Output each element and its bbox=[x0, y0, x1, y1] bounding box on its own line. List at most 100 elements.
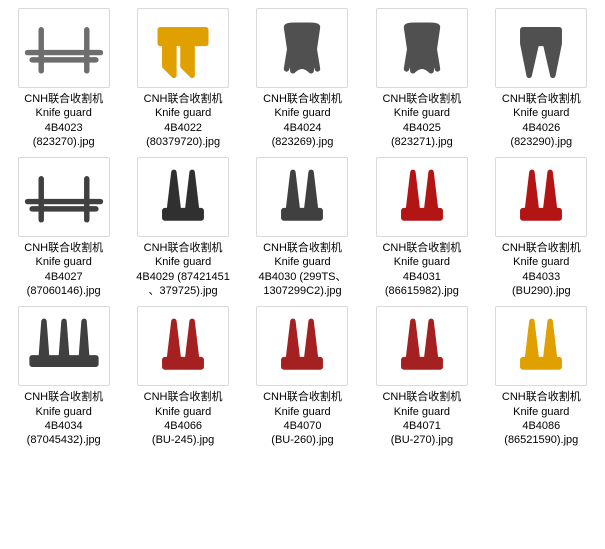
file-caption: CNH联合收割机Knife guard4B4086(86521590).jpg bbox=[486, 390, 596, 447]
caption-line: CNH联合收割机 bbox=[128, 92, 238, 106]
caption-line: 、379725).jpg bbox=[128, 284, 238, 298]
caption-line: Knife guard bbox=[486, 405, 596, 419]
caption-line: CNH联合收割机 bbox=[367, 92, 477, 106]
caption-line: (823269).jpg bbox=[247, 135, 357, 149]
caption-line: 4B4025 bbox=[367, 121, 477, 135]
caption-line: 4B4031 bbox=[367, 270, 477, 284]
caption-line: 4B4033 bbox=[486, 270, 596, 284]
caption-line: (BU290).jpg bbox=[486, 284, 596, 298]
file-tile[interactable]: CNH联合收割机Knife guard4B4031(86615982).jpg bbox=[364, 155, 479, 300]
file-caption: CNH联合收割机Knife guard4B4024(823269).jpg bbox=[247, 92, 357, 149]
file-tile[interactable]: CNH联合收割机Knife guard4B4024(823269).jpg bbox=[245, 6, 360, 151]
knife-guard-icon bbox=[137, 157, 229, 237]
caption-line: 4B4034 bbox=[9, 419, 119, 433]
file-tile[interactable]: CNH联合收割机Knife guard4B4022(80379720).jpg bbox=[125, 6, 240, 151]
caption-line: (87060146).jpg bbox=[9, 284, 119, 298]
knife-guard-icon bbox=[376, 157, 468, 237]
caption-line: Knife guard bbox=[367, 106, 477, 120]
caption-line: CNH联合收割机 bbox=[9, 241, 119, 255]
thumbnail-grid: CNH联合收割机Knife guard4B4023(823270).jpgCNH… bbox=[0, 0, 605, 456]
caption-line: 1307299C2).jpg bbox=[247, 284, 357, 298]
file-tile[interactable]: CNH联合收割机Knife guard4B4086(86521590).jpg bbox=[484, 304, 599, 449]
caption-line: Knife guard bbox=[128, 255, 238, 269]
caption-line: 4B4070 bbox=[247, 419, 357, 433]
knife-guard-icon bbox=[376, 306, 468, 386]
file-tile[interactable]: CNH联合收割机Knife guard4B4023(823270).jpg bbox=[6, 6, 121, 151]
caption-line: CNH联合收割机 bbox=[247, 241, 357, 255]
file-tile[interactable]: CNH联合收割机Knife guard4B4034(87045432).jpg bbox=[6, 304, 121, 449]
caption-line: 4B4071 bbox=[367, 419, 477, 433]
caption-line: CNH联合收割机 bbox=[247, 390, 357, 404]
caption-line: CNH联合收割机 bbox=[128, 241, 238, 255]
caption-line: Knife guard bbox=[247, 255, 357, 269]
caption-line: (BU-260).jpg bbox=[247, 433, 357, 447]
knife-guard-icon bbox=[495, 306, 587, 386]
caption-line: (823271).jpg bbox=[367, 135, 477, 149]
file-tile[interactable]: CNH联合收割机Knife guard4B4027(87060146).jpg bbox=[6, 155, 121, 300]
caption-line: CNH联合收割机 bbox=[9, 92, 119, 106]
caption-line: 4B4022 bbox=[128, 121, 238, 135]
caption-line: Knife guard bbox=[247, 106, 357, 120]
file-caption: CNH联合收割机Knife guard4B4025(823271).jpg bbox=[367, 92, 477, 149]
caption-line: (823290).jpg bbox=[486, 135, 596, 149]
caption-line: CNH联合收割机 bbox=[486, 241, 596, 255]
file-tile[interactable]: CNH联合收割机Knife guard4B4030 (299TS、1307299… bbox=[245, 155, 360, 300]
caption-line: (80379720).jpg bbox=[128, 135, 238, 149]
caption-line: Knife guard bbox=[9, 405, 119, 419]
file-tile[interactable]: CNH联合收割机Knife guard4B4033(BU290).jpg bbox=[484, 155, 599, 300]
file-caption: CNH联合收割机Knife guard4B4071(BU-270).jpg bbox=[367, 390, 477, 447]
caption-line: 4B4024 bbox=[247, 121, 357, 135]
knife-guard-icon bbox=[256, 157, 348, 237]
file-tile[interactable]: CNH联合收割机Knife guard4B4029 (87421451、3797… bbox=[125, 155, 240, 300]
caption-line: CNH联合收割机 bbox=[128, 390, 238, 404]
caption-line: (87045432).jpg bbox=[9, 433, 119, 447]
caption-line: CNH联合收割机 bbox=[247, 92, 357, 106]
caption-line: CNH联合收割机 bbox=[367, 241, 477, 255]
caption-line: 4B4086 bbox=[486, 419, 596, 433]
file-caption: CNH联合收割机Knife guard4B4022(80379720).jpg bbox=[128, 92, 238, 149]
knife-guard-icon bbox=[137, 8, 229, 88]
caption-line: CNH联合收割机 bbox=[486, 92, 596, 106]
caption-line: Knife guard bbox=[486, 106, 596, 120]
file-caption: CNH联合收割机Knife guard4B4026(823290).jpg bbox=[486, 92, 596, 149]
knife-guard-icon bbox=[376, 8, 468, 88]
knife-guard-icon bbox=[18, 8, 110, 88]
caption-line: (86521590).jpg bbox=[486, 433, 596, 447]
caption-line: (BU-270).jpg bbox=[367, 433, 477, 447]
file-caption: CNH联合收割机Knife guard4B4030 (299TS、1307299… bbox=[247, 241, 357, 298]
file-caption: CNH联合收割机Knife guard4B4027(87060146).jpg bbox=[9, 241, 119, 298]
file-tile[interactable]: CNH联合收割机Knife guard4B4026(823290).jpg bbox=[484, 6, 599, 151]
caption-line: Knife guard bbox=[486, 255, 596, 269]
file-caption: CNH联合收割机Knife guard4B4029 (87421451、3797… bbox=[128, 241, 238, 298]
caption-line: CNH联合收割机 bbox=[9, 390, 119, 404]
caption-line: Knife guard bbox=[367, 405, 477, 419]
caption-line: CNH联合收割机 bbox=[486, 390, 596, 404]
knife-guard-icon bbox=[495, 157, 587, 237]
caption-line: (86615982).jpg bbox=[367, 284, 477, 298]
caption-line: 4B4023 bbox=[9, 121, 119, 135]
file-tile[interactable]: CNH联合收割机Knife guard4B4070(BU-260).jpg bbox=[245, 304, 360, 449]
caption-line: 4B4066 bbox=[128, 419, 238, 433]
caption-line: 4B4027 bbox=[9, 270, 119, 284]
file-tile[interactable]: CNH联合收割机Knife guard4B4025(823271).jpg bbox=[364, 6, 479, 151]
knife-guard-icon bbox=[18, 306, 110, 386]
caption-line: Knife guard bbox=[247, 405, 357, 419]
caption-line: 4B4026 bbox=[486, 121, 596, 135]
caption-line: (BU-245).jpg bbox=[128, 433, 238, 447]
caption-line: (823270).jpg bbox=[9, 135, 119, 149]
caption-line: Knife guard bbox=[128, 405, 238, 419]
caption-line: 4B4029 (87421451 bbox=[128, 270, 238, 284]
file-caption: CNH联合收割机Knife guard4B4066(BU-245).jpg bbox=[128, 390, 238, 447]
caption-line: Knife guard bbox=[9, 255, 119, 269]
file-tile[interactable]: CNH联合收割机Knife guard4B4071(BU-270).jpg bbox=[364, 304, 479, 449]
caption-line: Knife guard bbox=[128, 106, 238, 120]
file-caption: CNH联合收割机Knife guard4B4023(823270).jpg bbox=[9, 92, 119, 149]
file-tile[interactable]: CNH联合收割机Knife guard4B4066(BU-245).jpg bbox=[125, 304, 240, 449]
knife-guard-icon bbox=[256, 8, 348, 88]
caption-line: Knife guard bbox=[367, 255, 477, 269]
caption-line: Knife guard bbox=[9, 106, 119, 120]
knife-guard-icon bbox=[256, 306, 348, 386]
file-caption: CNH联合收割机Knife guard4B4031(86615982).jpg bbox=[367, 241, 477, 298]
knife-guard-icon bbox=[137, 306, 229, 386]
file-caption: CNH联合收割机Knife guard4B4034(87045432).jpg bbox=[9, 390, 119, 447]
